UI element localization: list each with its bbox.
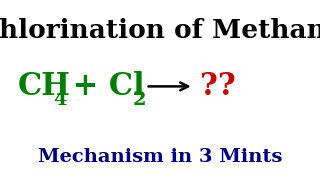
Text: Mechanism in 3 Mints: Mechanism in 3 Mints bbox=[38, 148, 282, 166]
Text: ??: ?? bbox=[200, 71, 236, 102]
Text: 2: 2 bbox=[133, 91, 146, 109]
Text: CH: CH bbox=[18, 71, 71, 102]
Text: Chlorination of Methane: Chlorination of Methane bbox=[0, 18, 320, 43]
Text: + Cl: + Cl bbox=[62, 71, 145, 102]
Text: 4: 4 bbox=[53, 91, 66, 109]
